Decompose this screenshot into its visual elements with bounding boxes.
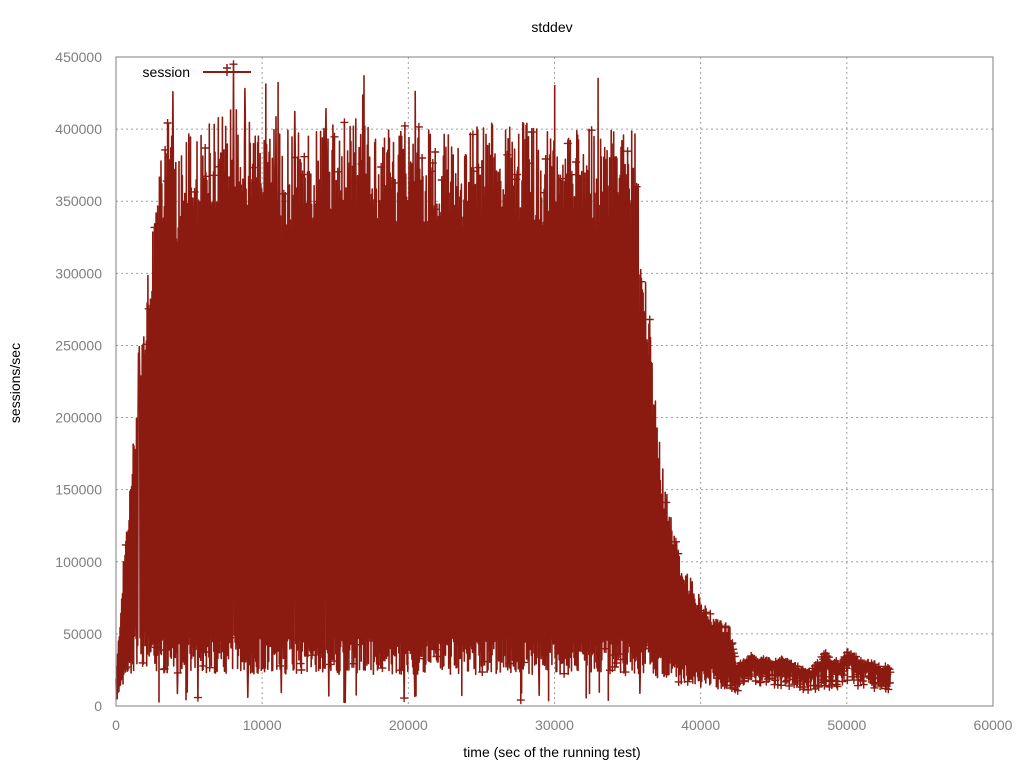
y-tick-label-300000: 300000 [55, 265, 102, 281]
y-tick-labels: 0 50000 100000 150000 200000 250000 300000 3500… [55, 49, 102, 714]
y-tick-label-0: 0 [94, 698, 102, 714]
legend-marker-plus-icon [223, 64, 231, 76]
x-tick-label-50000: 50000 [827, 717, 866, 733]
x-tick-label-30000: 30000 [535, 717, 574, 733]
legend: session [143, 64, 251, 80]
y-tick-label-400000: 400000 [55, 121, 102, 137]
x-tick-label-10000: 10000 [243, 717, 282, 733]
series-session-markers [121, 60, 895, 705]
x-tick-labels: 0 10000 20000 30000 40000 50000 60000 [112, 717, 1013, 733]
legend-label-session: session [143, 64, 190, 80]
chart-title: stddev [531, 19, 572, 35]
x-axis-label: time (sec of the running test) [463, 744, 640, 760]
x-tick-label-0: 0 [112, 717, 120, 733]
x-tick-label-60000: 60000 [974, 717, 1013, 733]
y-tick-label-200000: 200000 [55, 410, 102, 426]
y-tick-label-100000: 100000 [55, 554, 102, 570]
x-tick-label-20000: 20000 [389, 717, 428, 733]
y-tick-label-450000: 450000 [55, 49, 102, 65]
series-session-plus-markers [121, 60, 895, 705]
x-tick-label-40000: 40000 [681, 717, 720, 733]
plot-frame [115, 56, 994, 707]
y-axis-label: sessions/sec [7, 343, 23, 423]
y-tick-label-250000: 250000 [55, 337, 102, 353]
y-tick-label-50000: 50000 [63, 626, 102, 642]
y-tick-label-150000: 150000 [55, 482, 102, 498]
y-tick-label-350000: 350000 [55, 193, 102, 209]
